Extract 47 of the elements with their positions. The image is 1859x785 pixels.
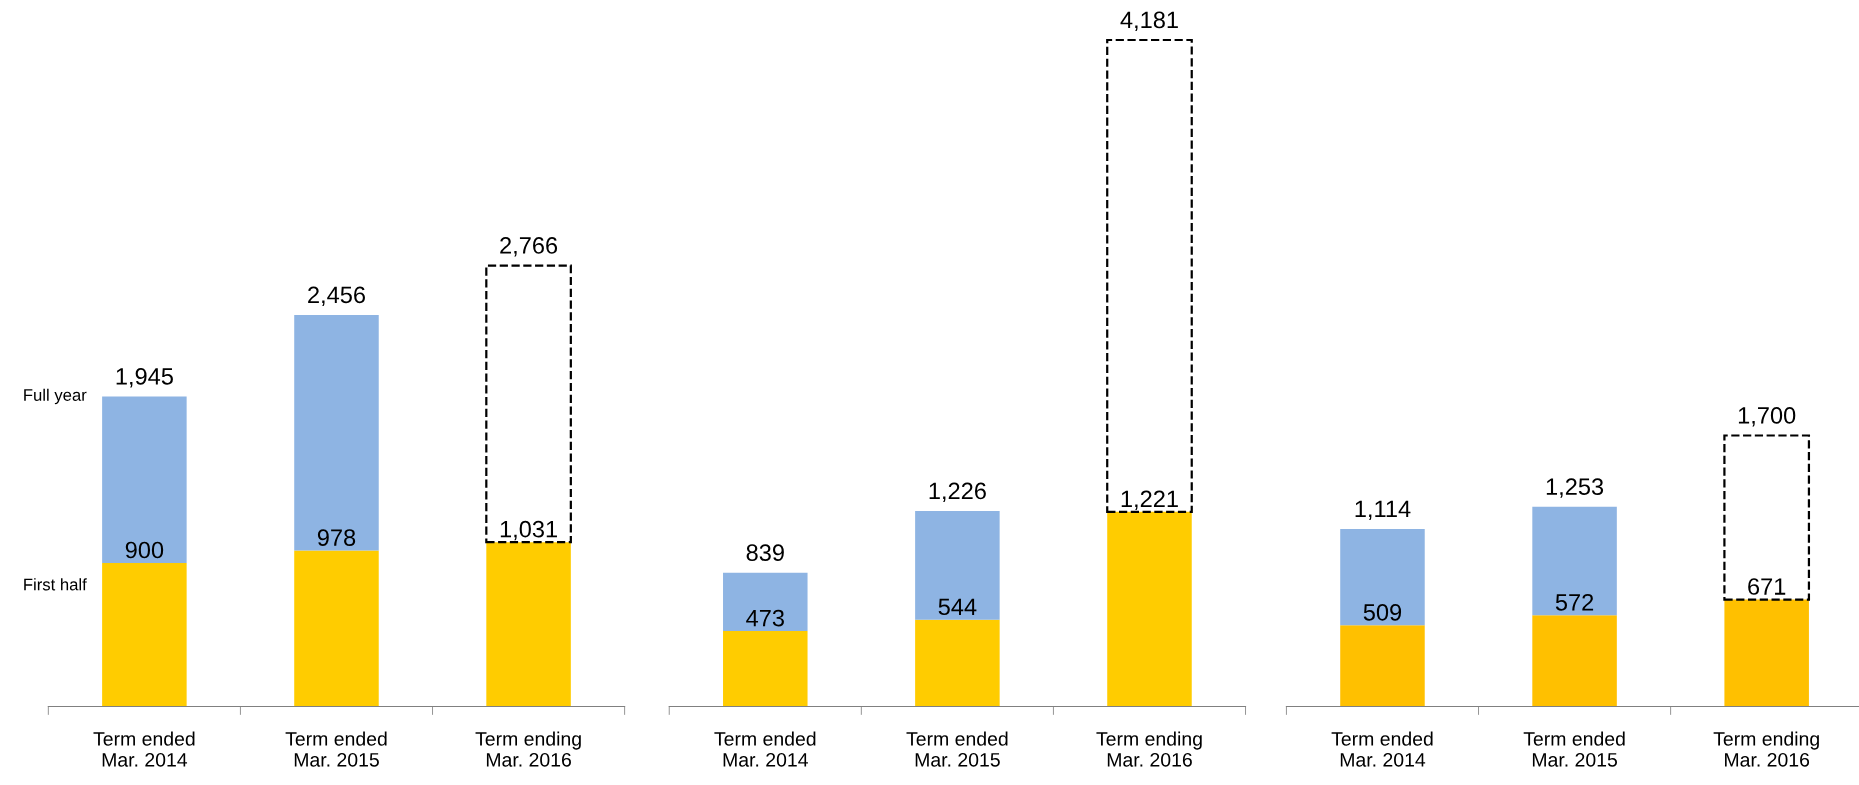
bar [915, 619, 1000, 707]
data-label: 473 [746, 609, 784, 627]
x-tick-label: Term ending Mar. 2016 [1096, 731, 1202, 767]
total-label: 2,456 [308, 286, 365, 307]
x-tick-label: Term ending Mar. 2016 [475, 731, 581, 767]
bar [1107, 511, 1192, 707]
series-label: First half [24, 578, 87, 591]
bar [1724, 599, 1809, 707]
series-label: Full year [24, 388, 87, 405]
bar [1723, 434, 1811, 601]
bar [1106, 38, 1193, 513]
bar [915, 511, 1000, 620]
total-label: 4,181 [1120, 11, 1178, 32]
data-label: 1,221 [1121, 490, 1178, 510]
bar [1340, 528, 1425, 626]
bar [485, 264, 572, 544]
x-tick-label: Term ending Mar. 2016 [1713, 731, 1819, 767]
data-label: 978 [317, 529, 356, 546]
bar [102, 563, 187, 707]
data-label: 509 [1363, 603, 1402, 621]
x-tick-label: Term ended Mar. 2015 [285, 731, 387, 767]
bar [486, 542, 571, 707]
total-label: 1,226 [929, 482, 986, 503]
total-label: 1,114 [1355, 500, 1411, 520]
bar [102, 396, 187, 564]
data-label: 671 [1748, 578, 1786, 595]
x-tick-label: Term ended Mar. 2015 [1523, 731, 1625, 767]
bar [1340, 625, 1425, 707]
data-label: 572 [1555, 593, 1594, 611]
data-label: 544 [938, 598, 977, 616]
total-label: 2,766 [500, 237, 558, 257]
bar [1532, 615, 1617, 707]
bar [723, 572, 808, 632]
x-tick-label: Term ended Mar. 2014 [93, 731, 195, 767]
total-label: 839 [746, 544, 784, 562]
x-tick-label: Term ended Mar. 2014 [714, 731, 816, 767]
bar [1532, 506, 1617, 616]
bar [294, 314, 379, 551]
data-label: 1,031 [500, 520, 557, 541]
total-label: 1,253 [1546, 478, 1604, 498]
data-label: 900 [125, 541, 164, 559]
x-tick-label: Term ended Mar. 2015 [906, 731, 1008, 767]
bar [723, 631, 808, 707]
bar [294, 550, 379, 707]
x-tick-label: Term ended Mar. 2014 [1331, 731, 1433, 767]
total-label: 1,700 [1738, 407, 1796, 427]
total-label: 1,945 [116, 367, 173, 388]
